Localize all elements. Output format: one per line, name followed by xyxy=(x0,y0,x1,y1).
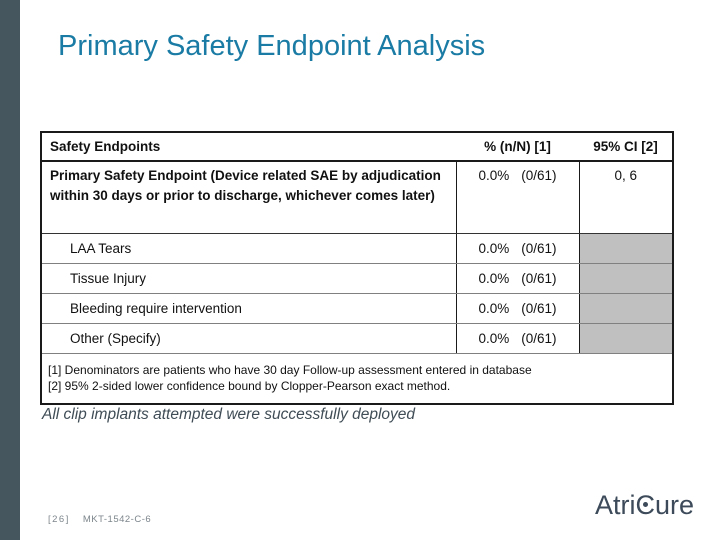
safety-endpoints-table: Safety Endpoints % (n/N) [1] 95% CI [2] … xyxy=(40,131,674,405)
table-row-tissue-injury: Tissue Injury 0.0% (0/61) xyxy=(41,263,673,294)
atricure-logo: AtriCure xyxy=(595,490,694,521)
table-row-primary-endpoint: Primary Safety Endpoint (Device related … xyxy=(41,161,673,234)
endpoint-label: Other (Specify) xyxy=(41,323,456,354)
endpoint-pct-cell: 0.0% (0/61) xyxy=(455,323,579,354)
table-row-laa-tears: LAA Tears 0.0% (0/61) xyxy=(41,233,673,264)
table-row-bleeding: Bleeding require intervention 0.0% (0/61… xyxy=(41,293,673,324)
endpoint-ci-cell-shaded xyxy=(578,263,673,294)
frac-value: (0/61) xyxy=(521,241,557,256)
pct-value: 0.0% xyxy=(478,271,510,286)
frac-value: (0/61) xyxy=(521,331,557,346)
table-footnotes-cell: [1] Denominators are patients who have 3… xyxy=(41,353,673,404)
frac-value: (0/61) xyxy=(521,271,557,286)
endpoint-ci-cell: 0, 6 xyxy=(578,161,673,234)
col-header-ci: 95% CI [2] xyxy=(579,132,673,162)
pct-value: 0.0% xyxy=(478,241,510,256)
endpoint-ci-cell-shaded xyxy=(578,233,673,264)
table-row-other: Other (Specify) 0.0% (0/61) xyxy=(41,323,673,354)
slide-footer: [26] MKT-1542-C-6 xyxy=(48,514,151,525)
endpoint-label: Bleeding require intervention xyxy=(41,293,456,324)
key-statement: All clip implants attempted were success… xyxy=(42,406,416,423)
col-header-safety-endpoints: Safety Endpoints xyxy=(41,132,456,162)
endpoint-pct-cell: 0.0% (0/61) xyxy=(455,161,579,234)
slide-title: Primary Safety Endpoint Analysis xyxy=(58,30,486,62)
frac-value: (0/61) xyxy=(521,301,557,316)
logo-text-left: Atri xyxy=(595,490,636,520)
logo-c-glyph: C xyxy=(636,490,656,521)
page-number: [26] xyxy=(48,514,70,525)
table-footnotes-row: [1] Denominators are patients who have 3… xyxy=(41,353,673,404)
endpoint-ci-cell-shaded xyxy=(578,323,673,354)
document-code: MKT-1542-C-6 xyxy=(82,514,152,525)
frac-value: (0/61) xyxy=(521,168,557,183)
safety-endpoints-table-container: Safety Endpoints % (n/N) [1] 95% CI [2] … xyxy=(40,131,674,405)
logo-text-right: ure xyxy=(655,490,695,520)
pct-value: 0.0% xyxy=(478,168,510,183)
footnote-1: [1] Denominators are patients who have 3… xyxy=(48,362,532,377)
endpoint-label: Primary Safety Endpoint (Device related … xyxy=(41,161,456,234)
footnote-2: [2] 95% 2-sided lower confidence bound b… xyxy=(48,378,451,393)
pct-value: 0.0% xyxy=(478,331,510,346)
endpoint-ci-cell-shaded xyxy=(578,293,673,324)
endpoint-label: Tissue Injury xyxy=(41,263,456,294)
left-accent-bar xyxy=(0,0,20,540)
endpoint-pct-cell: 0.0% (0/61) xyxy=(455,233,579,264)
endpoint-pct-cell: 0.0% (0/61) xyxy=(455,293,579,324)
pct-value: 0.0% xyxy=(478,301,510,316)
endpoint-label: LAA Tears xyxy=(41,233,456,264)
endpoint-pct-cell: 0.0% (0/61) xyxy=(455,263,579,294)
table-header-row: Safety Endpoints % (n/N) [1] 95% CI [2] xyxy=(41,132,673,162)
logo-c-dot-icon xyxy=(643,502,648,507)
col-header-pct: % (n/N) [1] xyxy=(456,132,579,162)
